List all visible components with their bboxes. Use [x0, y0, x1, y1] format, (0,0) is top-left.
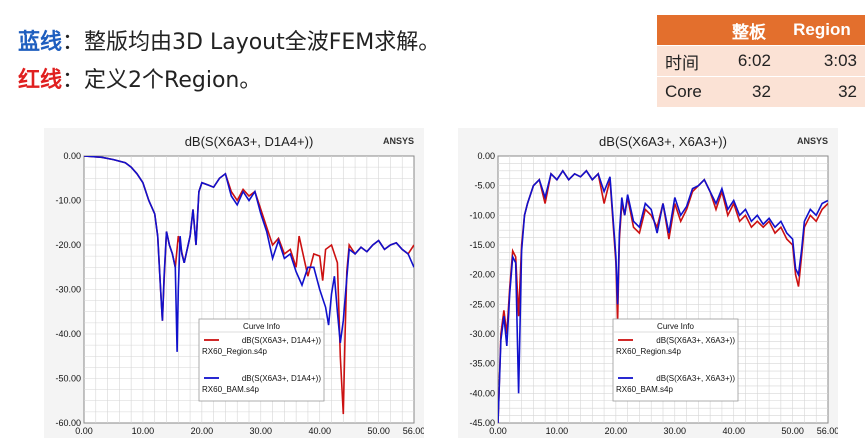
- legend-title: Curve Info: [657, 322, 694, 331]
- legend-box: Curve Info dB(S(X6A3+, D1A4+)) RX60_Region…: [198, 318, 325, 402]
- legend-file-name: RX60_BAM.s4p: [616, 385, 673, 394]
- y-tick-label: -45.00: [469, 418, 495, 428]
- comparison-table: 整板 Region 时间 6:02 3:03 Core 32 32: [657, 15, 865, 107]
- y-tick-label: -5.00: [474, 181, 495, 191]
- x-tick-label: 20.00: [605, 426, 628, 436]
- x-tick-label: 10.00: [546, 426, 569, 436]
- y-tick-label: -40.00: [469, 388, 495, 398]
- blue-line-description: 整版均由3D Layout全波FEM求解。: [84, 30, 441, 55]
- table-header-cell: Region: [778, 15, 865, 46]
- chart-s-x6a3-d1a4: dB(S(X6A3+, D1A4+)) ANSYS 0.00 10.00 20.00 30…: [44, 128, 424, 438]
- blue-line-label: 蓝线: [18, 30, 63, 55]
- y-tick-label: 0.00: [63, 151, 81, 161]
- ansys-logo: ANSYS: [383, 136, 414, 146]
- y-tick-label: -30.00: [469, 329, 495, 339]
- chart-s-x6a3-x6a3: dB(S(X6A3+, X6A3+)) ANSYS 0.00 10.00 20.00 30…: [458, 128, 838, 438]
- legend-box: Curve Info dB(S(X6A3+, X6A3+)) RX60_Region…: [612, 318, 739, 402]
- y-tick-label: -20.00: [55, 240, 81, 250]
- y-tick-label: -30.00: [55, 285, 81, 295]
- legend-line-red: 红线：定义2个Region。: [18, 62, 261, 94]
- table-header-row: 整板 Region: [657, 15, 865, 46]
- table-row: Core 32 32: [657, 76, 865, 107]
- red-line-description: 定义2个Region。: [84, 68, 262, 93]
- colon: ：: [62, 30, 85, 55]
- x-tick-label: 50.00: [781, 426, 804, 436]
- table-header-cell: [657, 15, 720, 46]
- table-cell: 32: [778, 76, 865, 107]
- x-tick-label: 40.00: [722, 426, 745, 436]
- legend-title: Curve Info: [243, 322, 280, 331]
- table-cell: 3:03: [778, 45, 865, 77]
- x-tick-label: 30.00: [250, 426, 273, 436]
- legend-series-name: dB(S(X6A3+, X6A3+)): [656, 336, 735, 345]
- chart-title: dB(S(X6A3+, X6A3+)): [599, 134, 727, 149]
- table-cell: 32: [719, 76, 779, 107]
- x-tick-label: 20.00: [191, 426, 214, 436]
- x-tick-label: 0.00: [489, 426, 507, 436]
- y-tick-label: -60.00: [55, 418, 81, 428]
- series-line-bam: [498, 169, 828, 423]
- series-line-bam: [84, 156, 414, 352]
- y-tick-label: -20.00: [469, 270, 495, 280]
- legend-file-name: RX60_BAM.s4p: [202, 385, 259, 394]
- x-tick-label: 50.00: [367, 426, 390, 436]
- table-cell: Core: [657, 76, 720, 107]
- table-cell: 时间: [657, 45, 720, 77]
- x-tick-label: 10.00: [132, 426, 155, 436]
- chart-svg: dB(S(X6A3+, D1A4+)) ANSYS 0.00 10.00 20.00 30…: [44, 128, 424, 438]
- y-tick-label: -10.00: [469, 210, 495, 220]
- legend-line-blue: 蓝线：整版均由3D Layout全波FEM求解。: [18, 24, 440, 56]
- red-line-label: 红线: [18, 68, 63, 93]
- y-tick-label: -35.00: [469, 359, 495, 369]
- table-cell: 6:02: [719, 45, 779, 77]
- x-tick-label: 40.00: [308, 426, 331, 436]
- colon: ：: [62, 68, 85, 93]
- y-tick-label: -40.00: [55, 329, 81, 339]
- legend-frame: [198, 318, 325, 402]
- y-tick-label: -25.00: [469, 299, 495, 309]
- chart-title: dB(S(X6A3+, D1A4+)): [185, 134, 314, 149]
- legend-file-name: RX60_Region.s4p: [202, 347, 267, 356]
- y-tick-label: -15.00: [469, 240, 495, 250]
- x-tick-label: 30.00: [664, 426, 687, 436]
- legend-series-name: dB(S(X6A3+, D1A4+)): [242, 336, 321, 345]
- ansys-logo: ANSYS: [797, 136, 828, 146]
- y-tick-label: 0.00: [477, 151, 495, 161]
- table-row: 时间 6:02 3:03: [657, 45, 865, 77]
- legend-frame: [612, 318, 739, 402]
- y-tick-label: -50.00: [55, 374, 81, 384]
- x-tick-label: 0.00: [75, 426, 93, 436]
- x-tick-label: 56.00: [817, 426, 838, 436]
- chart-svg: dB(S(X6A3+, X6A3+)) ANSYS 0.00 10.00 20.00 30…: [458, 128, 838, 438]
- legend-file-name: RX60_Region.s4p: [616, 347, 681, 356]
- x-tick-label: 56.00: [403, 426, 424, 436]
- table-header-cell: 整板: [719, 15, 779, 46]
- legend-series-name: dB(S(X6A3+, X6A3+)): [656, 374, 735, 383]
- legend-series-name: dB(S(X6A3+, D1A4+)): [242, 374, 321, 383]
- y-tick-label: -10.00: [55, 196, 81, 206]
